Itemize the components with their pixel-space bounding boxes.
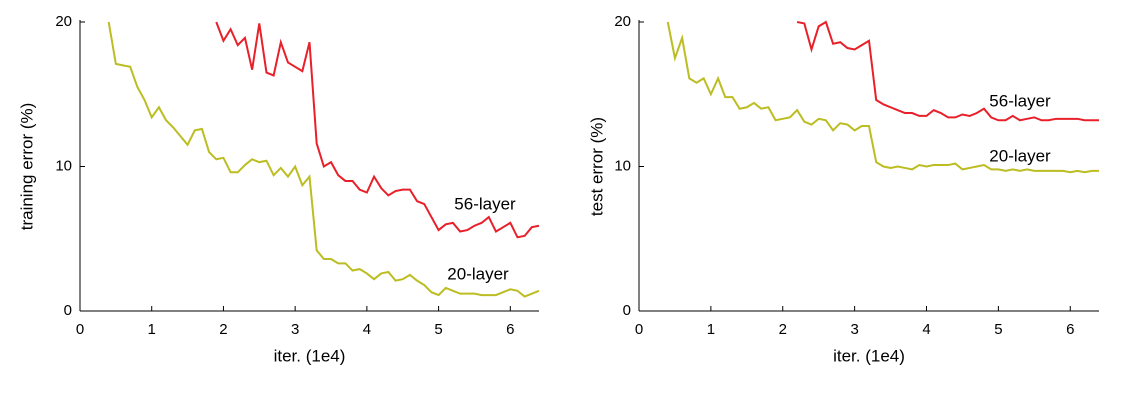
plot: 0 1 2 3 4 5 6 0 10 20 iter. (1e4) training error (%… [17, 13, 540, 365]
x-tick-label: 2 [219, 321, 227, 338]
x-tick-label: 6 [506, 321, 514, 338]
x-tick-label: 3 [850, 321, 858, 338]
y-tick-label: 10 [55, 157, 72, 174]
series-line [215, 21, 540, 239]
x-tick-label: 2 [779, 321, 787, 338]
x-tick-label: 1 [148, 321, 156, 338]
y-axis-label: training error (%) [17, 103, 36, 231]
series-label: 56-layer [454, 194, 516, 213]
x-axis-label: iter. (1e4) [274, 346, 346, 365]
series-line [796, 20, 1099, 122]
y-tick-label: 10 [614, 157, 631, 174]
x-tick-label: 1 [707, 321, 715, 338]
y-tick-label: 0 [64, 302, 72, 319]
x-tick-label: 0 [635, 321, 643, 338]
x-tick-label: 3 [291, 321, 299, 338]
x-tick-label: 5 [994, 321, 1002, 338]
x-tick-label: 0 [76, 321, 84, 338]
series-line [666, 21, 1099, 174]
series-label: 20-layer [989, 146, 1051, 165]
x-axis-label: iter. (1e4) [833, 346, 905, 365]
series-label: 56-layer [989, 91, 1051, 110]
plot: 0 1 2 3 4 5 6 0 10 20 iter. (1e4) test error (%) 56-… [587, 13, 1099, 365]
series-label: 20-layer [447, 264, 509, 283]
x-tick-label: 5 [434, 321, 442, 338]
y-tick-label: 20 [614, 13, 631, 30]
x-tick-label: 4 [363, 321, 371, 338]
series-line [107, 21, 540, 298]
y-tick-label: 20 [55, 13, 72, 30]
y-axis-label: test error (%) [587, 117, 606, 216]
x-tick-label: 6 [1066, 321, 1074, 338]
y-tick-label: 0 [623, 302, 631, 319]
x-tick-label: 4 [922, 321, 930, 338]
